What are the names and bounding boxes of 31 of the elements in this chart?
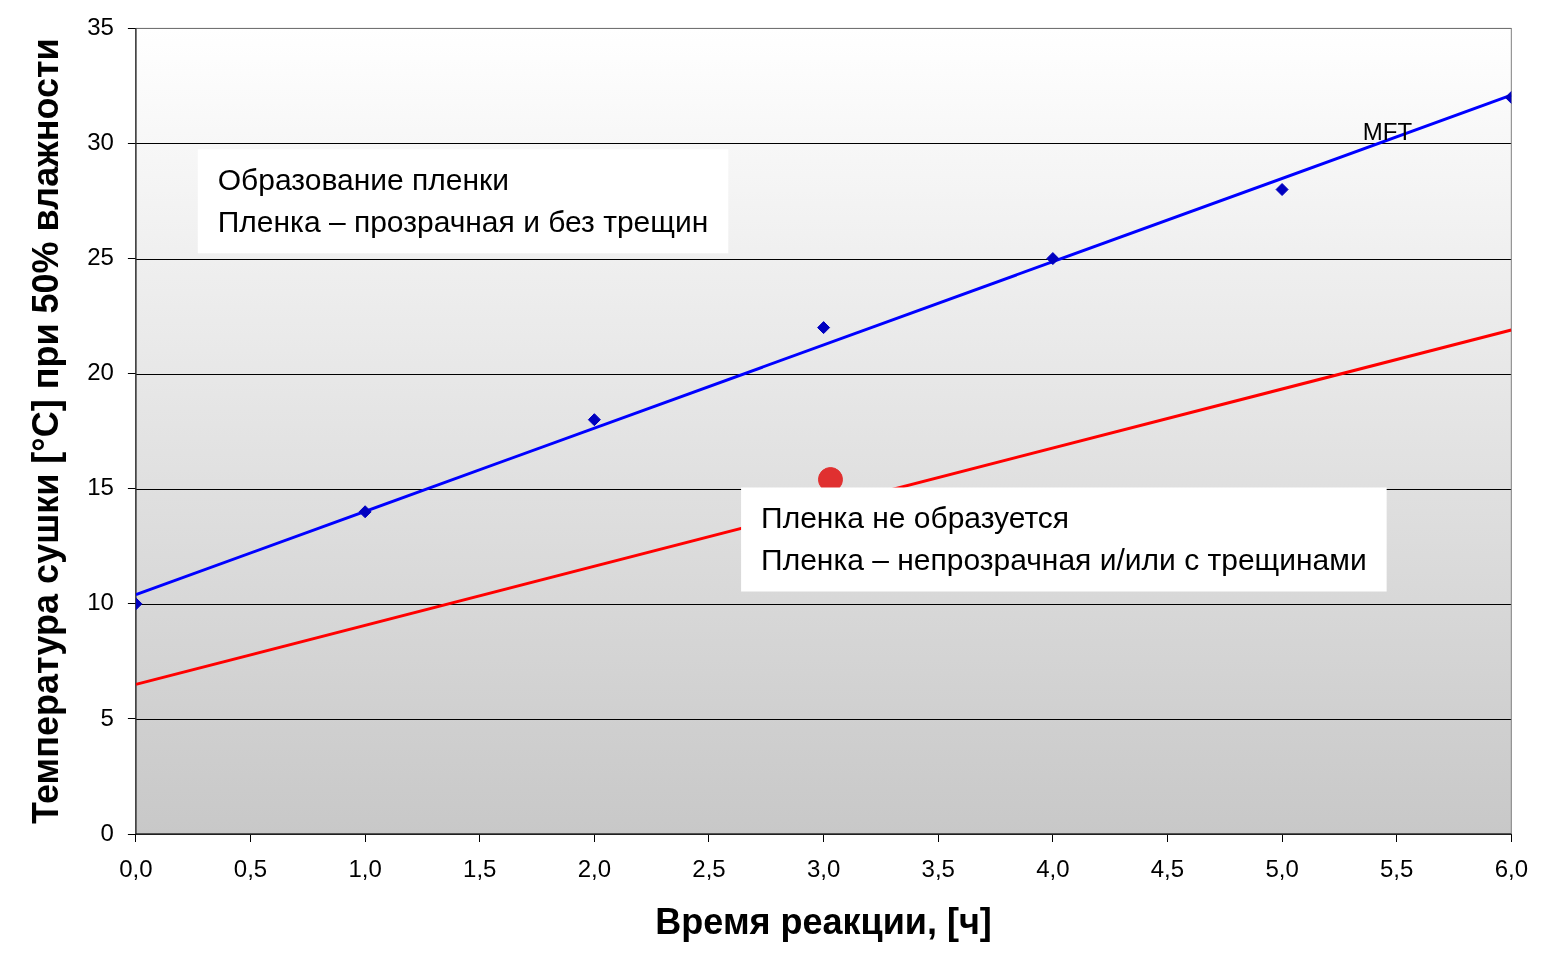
x-tick-label: 0,5 [233,855,268,883]
x-axis-title: Время реакции, [ч] [655,901,992,943]
annotation: MFT [1362,117,1413,145]
point [358,505,372,519]
x-tick-label: 4,0 [1036,855,1070,883]
x-tick-label: 3,0 [806,855,841,883]
point [1275,183,1289,197]
point [587,413,601,427]
point [1046,252,1060,266]
y-tick-label: 20 [87,358,114,386]
x-tick-label: 5,0 [1265,855,1299,883]
point [817,321,831,335]
annotation: Образование пленки Пленка – прозрачная и без трещин [217,162,709,238]
x-tick-label: 5,5 [1380,855,1414,883]
y-tick-label: 35 [87,13,114,41]
y-tick-label: 30 [87,128,114,156]
x-tick-label: 2,0 [577,855,612,883]
x-tick-label: 1,5 [463,855,497,883]
x-tick-label: 3,5 [921,855,955,883]
x-tick-label: 4,5 [1150,855,1185,883]
y-tick-label: 10 [87,588,114,616]
y-axis-title: Температура сушки [°C] при 50% влажности [24,38,66,825]
y-tick-label: 0 [100,818,114,846]
y-tick-label: 15 [87,473,114,501]
y-tick-label: 25 [87,243,114,271]
x-tick-label: 1,0 [348,855,382,883]
x-tick-label: 0,0 [119,855,153,883]
x-tick-label: 6,0 [1494,855,1529,883]
x-tick-label: 2,5 [692,855,726,883]
annotation: Пленка не образуется Пленка – непрозрачная и/или с трещинами [761,500,1367,576]
y-tick-label: 5 [100,703,114,731]
